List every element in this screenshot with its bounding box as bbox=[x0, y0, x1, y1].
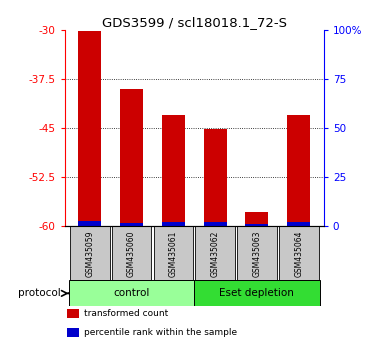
FancyBboxPatch shape bbox=[195, 226, 235, 280]
Text: protocol: protocol bbox=[18, 289, 61, 298]
Bar bbox=[204, 222, 227, 226]
Text: GSM435063: GSM435063 bbox=[252, 230, 262, 276]
Text: percentile rank within the sample: percentile rank within the sample bbox=[84, 328, 237, 337]
FancyBboxPatch shape bbox=[70, 226, 110, 280]
Text: GSM435059: GSM435059 bbox=[85, 230, 94, 276]
FancyBboxPatch shape bbox=[279, 226, 319, 280]
Bar bbox=[245, 224, 268, 226]
FancyBboxPatch shape bbox=[237, 226, 277, 280]
Bar bbox=[67, 328, 79, 337]
Bar bbox=[245, 212, 268, 226]
Text: GSM435060: GSM435060 bbox=[127, 230, 136, 276]
Text: control: control bbox=[113, 289, 150, 298]
Bar bbox=[120, 223, 143, 226]
FancyBboxPatch shape bbox=[112, 226, 151, 280]
Bar bbox=[162, 115, 185, 226]
FancyBboxPatch shape bbox=[154, 226, 193, 280]
Text: GSM435061: GSM435061 bbox=[169, 230, 178, 276]
Title: GDS3599 / scl18018.1_72-S: GDS3599 / scl18018.1_72-S bbox=[102, 16, 287, 29]
Text: transformed count: transformed count bbox=[84, 309, 168, 318]
Text: GSM435064: GSM435064 bbox=[294, 230, 303, 276]
Bar bbox=[287, 115, 310, 226]
Text: Eset depletion: Eset depletion bbox=[219, 289, 295, 298]
Bar bbox=[287, 222, 310, 226]
Bar bbox=[162, 222, 185, 226]
Bar bbox=[78, 32, 101, 226]
Bar bbox=[67, 309, 79, 318]
FancyBboxPatch shape bbox=[69, 280, 194, 306]
Text: GSM435062: GSM435062 bbox=[211, 230, 220, 276]
FancyBboxPatch shape bbox=[194, 280, 320, 306]
Bar bbox=[78, 221, 101, 226]
Bar bbox=[204, 130, 227, 226]
Bar bbox=[120, 89, 143, 226]
